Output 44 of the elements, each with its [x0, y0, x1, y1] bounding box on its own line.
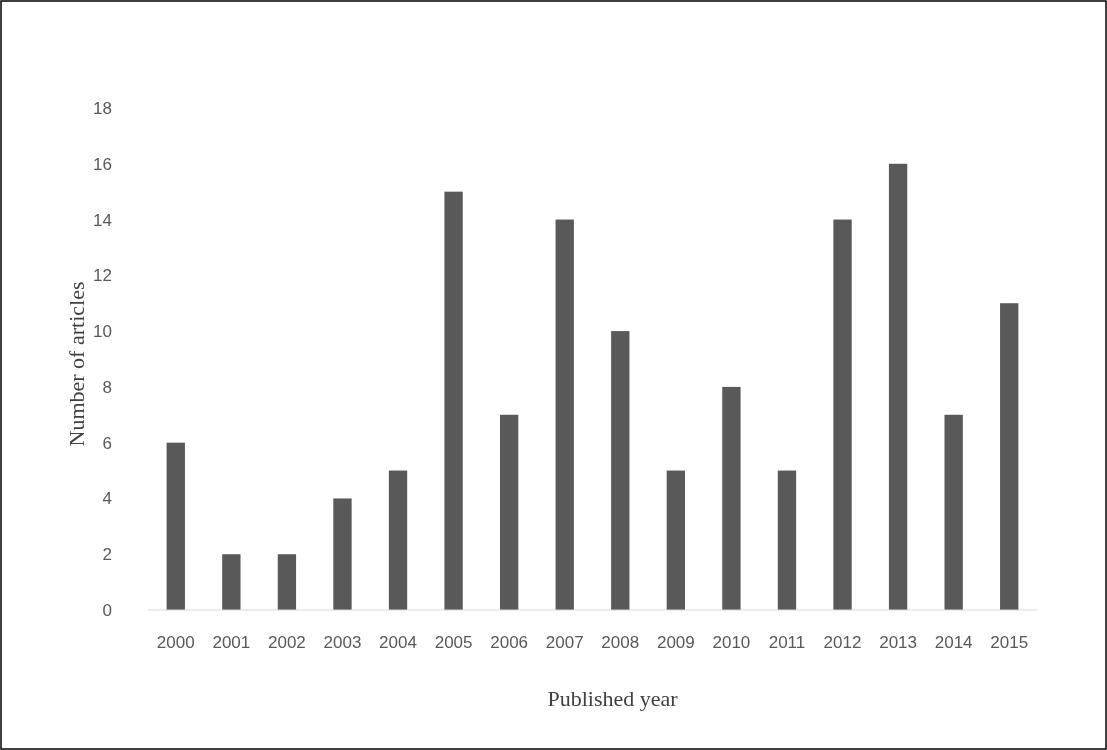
x-tick-label: 2001: [212, 633, 251, 652]
bar: [833, 219, 852, 610]
y-tick-label: 6: [102, 433, 112, 453]
x-tick-label: 2006: [490, 633, 529, 652]
y-tick-label: 8: [102, 377, 112, 397]
bar: [1000, 303, 1019, 610]
bar: [166, 442, 185, 610]
bar: [722, 386, 741, 610]
x-axis-title: Published year: [547, 686, 679, 711]
x-tick-label: 2002: [267, 633, 306, 652]
bar: [388, 470, 408, 610]
bar: [666, 470, 686, 610]
y-tick-label: 18: [93, 98, 112, 118]
x-tick-label: 2014: [934, 633, 973, 652]
y-tick-label: 0: [102, 600, 112, 620]
x-tick-label: 2007: [545, 633, 584, 652]
bar: [777, 470, 797, 610]
y-axis-title: Number of articles: [64, 281, 89, 447]
y-tick-label: 4: [102, 489, 112, 509]
bar: [222, 554, 241, 610]
x-tick-label: 2011: [768, 633, 806, 652]
bar: [888, 163, 908, 610]
x-tick-label: 2012: [823, 633, 862, 652]
bar: [333, 498, 352, 610]
bar: [611, 331, 630, 610]
x-tick-label: 2015: [990, 633, 1029, 652]
x-tick-label: 2009: [656, 633, 695, 652]
x-tick-label: 2013: [879, 633, 918, 652]
y-tick-label: 12: [93, 266, 112, 286]
y-tick-label: 16: [93, 154, 112, 174]
y-tick-label: 2: [102, 545, 112, 565]
x-tick-label: 2010: [712, 633, 751, 652]
bar: [944, 414, 963, 610]
bar: [277, 554, 297, 610]
bar: [444, 191, 463, 610]
x-tick-label: 2000: [156, 633, 195, 652]
bar: [499, 414, 519, 610]
y-tick-label: 14: [93, 210, 112, 230]
bar: [555, 219, 574, 610]
x-tick-label: 2004: [379, 633, 417, 652]
x-tick-label: 2008: [601, 633, 640, 652]
y-tick-label: 10: [93, 322, 112, 342]
x-tick-label: 2005: [434, 633, 473, 652]
x-tick-label: 2003: [323, 633, 362, 652]
